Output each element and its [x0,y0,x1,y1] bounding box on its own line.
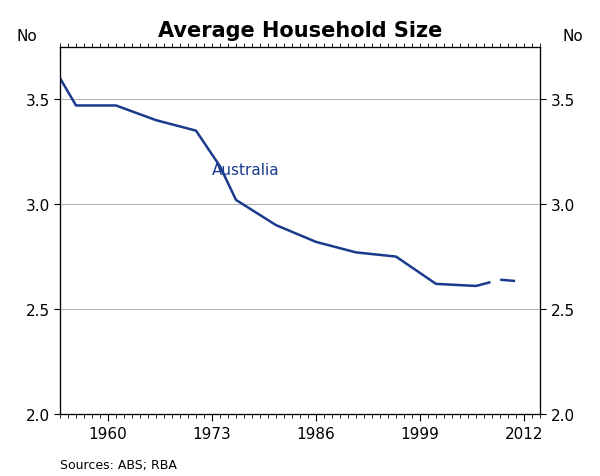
Title: Average Household Size: Average Household Size [158,20,442,40]
Text: No: No [17,29,38,44]
Text: Sources: ABS; RBA: Sources: ABS; RBA [60,458,177,471]
Text: No: No [562,29,583,44]
Text: Australia: Australia [212,162,280,178]
